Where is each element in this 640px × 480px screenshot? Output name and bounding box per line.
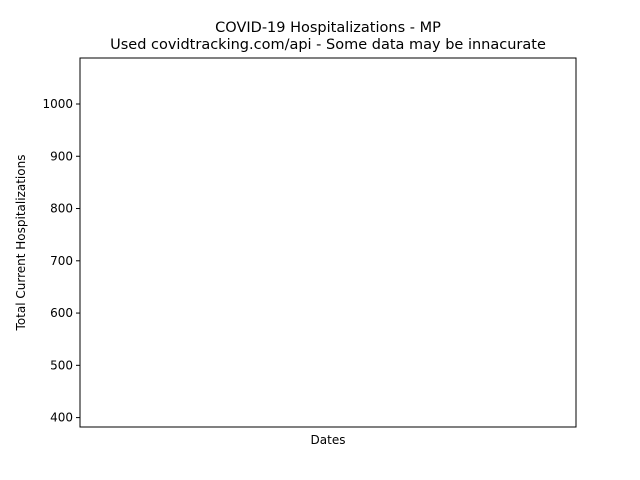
y-tick-label: 1000 [42,97,73,111]
x-axis-label: Dates [311,433,346,447]
y-axis: 400 500 600 700 800 900 1000 [42,97,80,425]
chart-title: COVID-19 Hospitalizations - MP [215,20,441,36]
plot-area-frame [79,57,577,428]
y-tick-label: 600 [50,306,73,320]
y-tick-label: 900 [50,149,73,163]
y-tick-label: 400 [50,411,73,425]
y-tick-label: 700 [50,254,73,268]
chart-subtitle: Used covidtracking.com/api - Some data m… [110,37,546,53]
y-tick-label: 500 [50,358,73,372]
y-axis-label: Total Current Hospitalizations [14,155,28,332]
y-tick-label: 800 [50,202,73,216]
